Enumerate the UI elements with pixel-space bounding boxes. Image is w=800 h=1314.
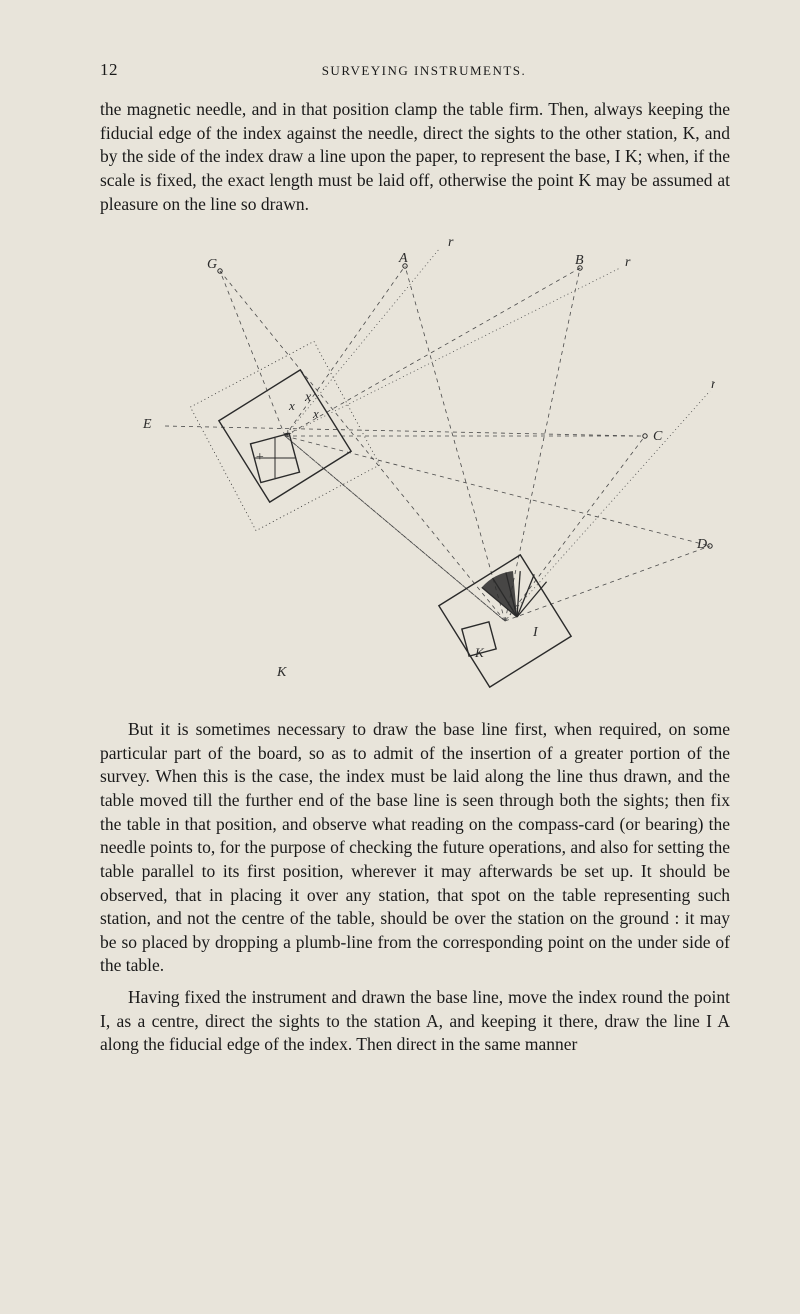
svg-text:x: x — [288, 398, 295, 413]
svg-text:G: G — [207, 257, 217, 272]
svg-text:D: D — [696, 537, 707, 552]
surveying-diagram: xx+KGABECDrrrKIx+ — [115, 226, 715, 706]
svg-text:I: I — [532, 625, 539, 640]
running-head: SURVEYING INSTRUMENTS. — [118, 63, 730, 79]
svg-text:+: + — [255, 450, 264, 465]
svg-text:K: K — [276, 665, 287, 680]
svg-text:A: A — [398, 251, 408, 266]
svg-text:r: r — [711, 377, 715, 392]
scanned-page: 12 SURVEYING INSTRUMENTS. the magnetic n… — [0, 0, 800, 1314]
svg-text:x: x — [312, 406, 319, 421]
svg-text:C: C — [653, 429, 663, 444]
svg-text:+: + — [283, 427, 292, 442]
svg-text:x: x — [304, 390, 312, 405]
page-number: 12 — [100, 60, 118, 80]
paragraph-3: Having fixed the instrument and drawn th… — [100, 986, 730, 1057]
svg-text:K: K — [474, 645, 485, 660]
paragraph-1: the magnetic needle, and in that positio… — [100, 98, 730, 216]
svg-text:r: r — [625, 255, 631, 270]
svg-text:E: E — [142, 417, 152, 432]
page-header: 12 SURVEYING INSTRUMENTS. — [100, 60, 730, 80]
svg-text:r: r — [448, 235, 454, 250]
paragraph-2: But it is sometimes necessary to draw th… — [100, 718, 730, 978]
svg-text:B: B — [575, 253, 584, 268]
